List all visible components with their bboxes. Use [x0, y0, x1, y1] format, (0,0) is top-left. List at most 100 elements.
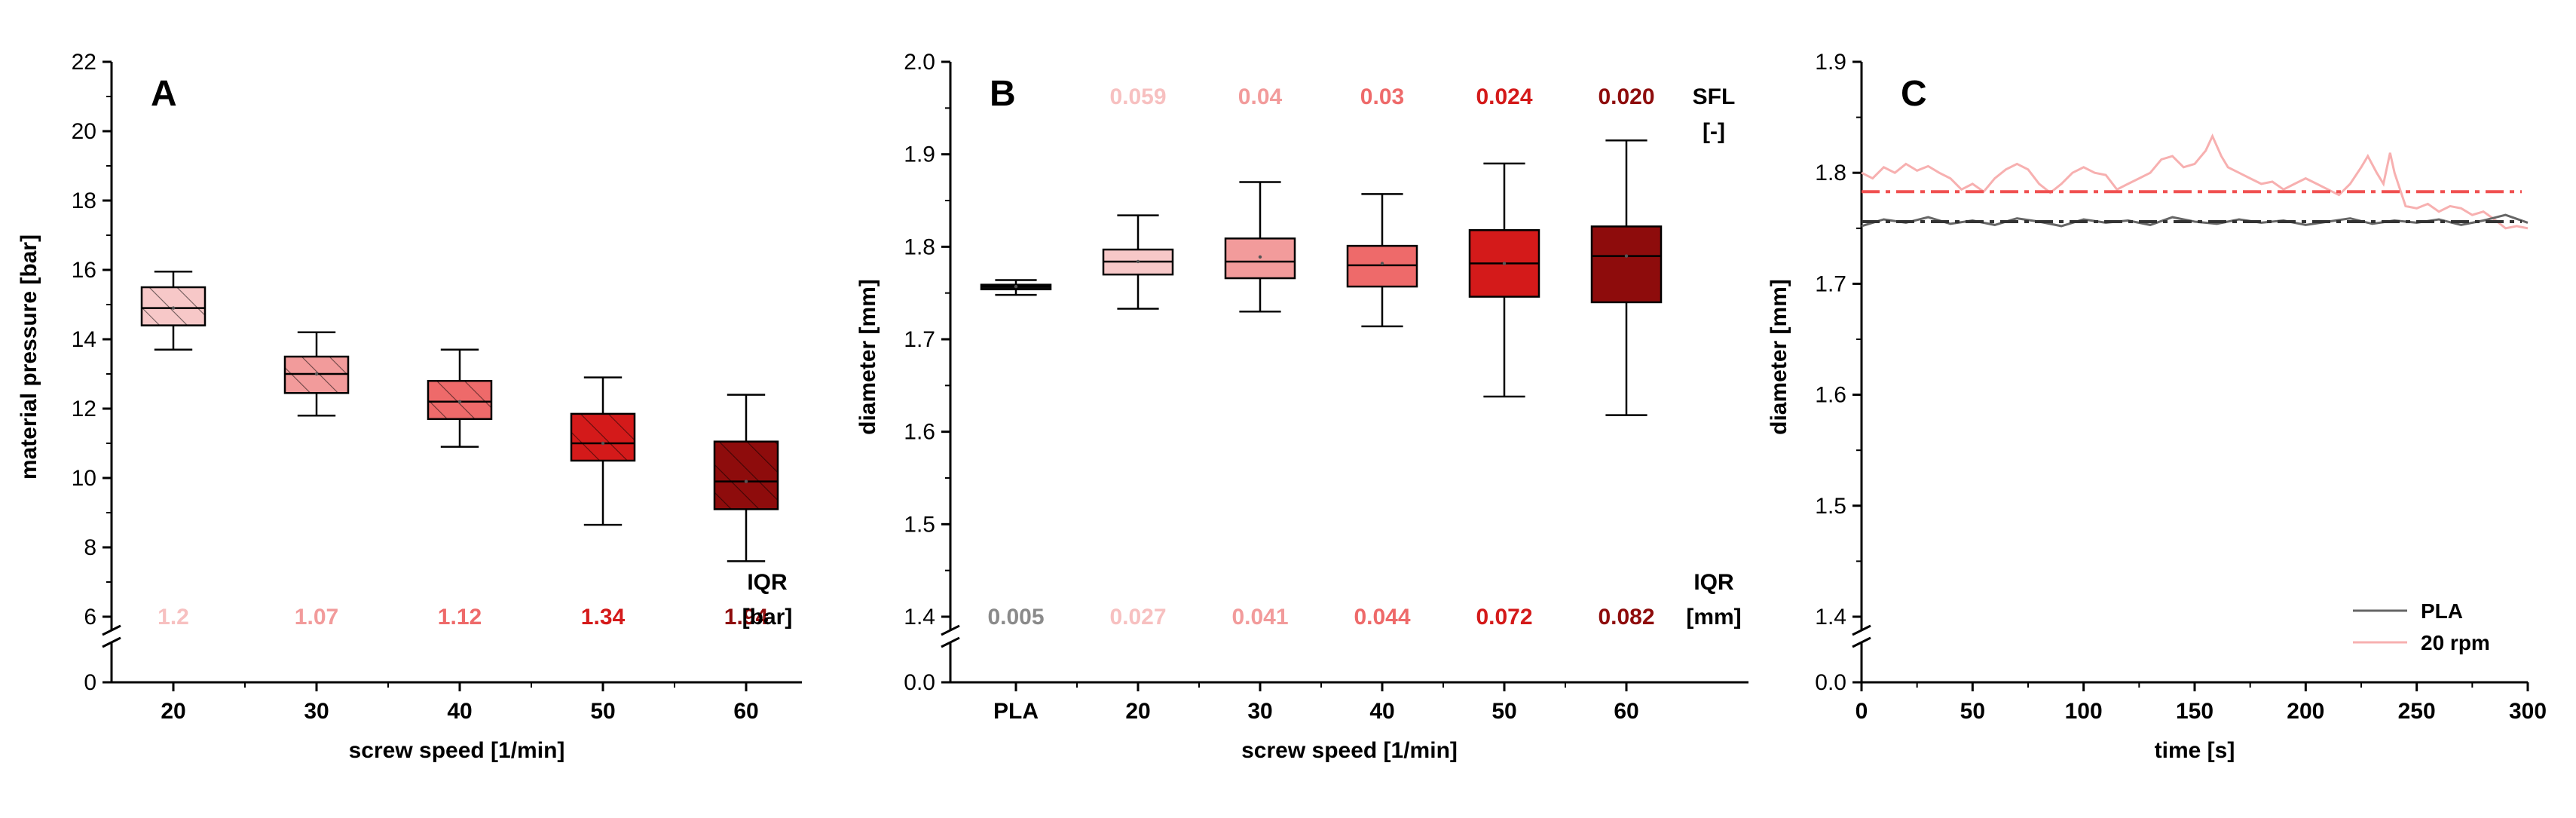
legend: PLA 20 rpm	[2353, 599, 2490, 654]
panel-letter: A	[151, 74, 177, 114]
box-20	[1102, 214, 1174, 310]
box-mean	[744, 479, 748, 483]
box-mean	[601, 441, 605, 446]
x-tick-label: 0	[1856, 699, 1868, 724]
sfl-title: SFL	[1693, 84, 1736, 109]
sfl-value: 0.03	[1360, 84, 1404, 109]
y-tick-label: 1.6	[1815, 383, 1846, 408]
axis-break-mark	[102, 636, 121, 648]
y-tick-label: 2.0	[904, 50, 935, 75]
iqr-value: 1.2	[158, 605, 189, 630]
legend-label: PLA	[2421, 599, 2463, 623]
x-tick-label: 40	[1369, 699, 1394, 724]
x-tick-label: 30	[1247, 699, 1272, 724]
axis-break-mark	[102, 624, 121, 636]
y-tick-label: 1.6	[904, 420, 935, 445]
box-hatch	[714, 441, 778, 510]
panel-B: 1.4 1.5 1.6 1.7 1.8 1.9 2.0 0.0 diameter [mm] scr…	[855, 50, 1748, 763]
y-tick-label: 22	[72, 50, 96, 75]
y-tick-label: 18	[72, 188, 96, 213]
x-tick-label: 30	[304, 699, 329, 724]
box-mean	[314, 372, 319, 376]
x-tick-label: 50	[590, 699, 615, 724]
y-tick-label: 10	[72, 466, 96, 491]
axis-break-mark	[1852, 624, 1871, 636]
box-mean	[1380, 262, 1384, 265]
box-60	[713, 394, 779, 562]
sfl-value: 0.059	[1109, 84, 1166, 109]
y-tick-label: 1.7	[904, 327, 935, 352]
box-mean	[1136, 259, 1140, 264]
x-tick-label: 60	[1614, 699, 1638, 724]
box-60	[1590, 139, 1663, 416]
iqr-value: 0.005	[987, 605, 1044, 630]
x-tick-label: 150	[2176, 699, 2213, 724]
y-tick-label: 1.4	[1815, 605, 1846, 630]
panels: 6 8 10 12 14 16 18 20 22 0 material pressure [bar]…	[17, 50, 2547, 763]
y-axis-label: material pressure [bar]	[17, 234, 41, 479]
y-tick-label: 20	[72, 119, 96, 144]
sfl-value: 0.024	[1476, 84, 1532, 109]
sfl-value: 0.04	[1238, 84, 1283, 109]
iqr-value: 1.07	[295, 605, 338, 630]
y-tick-label: 0	[84, 670, 96, 695]
box-30	[283, 331, 350, 417]
box-50	[1468, 162, 1540, 398]
box-20	[140, 271, 207, 351]
box-hatch	[428, 381, 491, 419]
x-tick-label: 200	[2287, 699, 2324, 724]
y-tick-label: 1.5	[1815, 494, 1846, 519]
y-axis-label: diameter [mm]	[1767, 279, 1791, 435]
box-mean	[1014, 284, 1018, 289]
box-mean	[1624, 254, 1629, 258]
y-tick-label: 8	[84, 535, 96, 560]
sfl-value: 0.020	[1598, 84, 1654, 109]
x-axis-label: screw speed [1/min]	[349, 738, 565, 763]
axis-break-mark	[941, 624, 960, 636]
box-hatch	[571, 413, 635, 461]
y-tick-label: 14	[72, 327, 96, 352]
iqr-value: 0.044	[1354, 605, 1410, 630]
sfl-unit: [-]	[1703, 119, 1725, 144]
box-mean	[1258, 255, 1262, 259]
y-tick-label: 1.8	[1815, 161, 1846, 185]
box-body	[1590, 225, 1663, 304]
y-tick-label: 12	[72, 397, 96, 421]
y-axis-label: diameter [mm]	[855, 279, 880, 435]
y-tick-label: 6	[84, 605, 96, 630]
iqr-title: IQR	[1693, 570, 1734, 595]
iqr-value: 1.94	[724, 605, 769, 630]
box-hatch	[142, 287, 205, 326]
box-mean	[171, 306, 176, 310]
box-PLA	[980, 279, 1052, 296]
x-tick-label: 20	[161, 699, 185, 724]
box-50	[570, 376, 636, 526]
axis-break-mark	[1852, 636, 1871, 648]
iqr-unit: [mm]	[1686, 605, 1741, 630]
panel-letter: B	[990, 74, 1016, 114]
iqr-unit: [bar]	[742, 605, 793, 630]
x-tick-label: 300	[2509, 699, 2547, 724]
iqr-value: 0.027	[1109, 605, 1166, 630]
x-axis-label: time [s]	[2155, 738, 2235, 763]
x-tick-label: 60	[733, 699, 758, 724]
iqr-value: 1.34	[581, 605, 626, 630]
panel-A: 6 8 10 12 14 16 18 20 22 0 material pressure [bar]…	[17, 50, 802, 763]
axis-break-mark	[941, 636, 960, 648]
box-40	[1346, 193, 1418, 328]
x-tick-label: 250	[2398, 699, 2436, 724]
y-tick-label: 1.5	[904, 512, 935, 537]
y-tick-label: 0.0	[904, 670, 935, 695]
x-tick-label: 20	[1125, 699, 1150, 724]
series-line-20-rpm	[1861, 133, 2529, 230]
y-tick-label: 1.9	[904, 142, 935, 167]
x-tick-label: 100	[2065, 699, 2103, 724]
iqr-value: 1.12	[438, 605, 482, 630]
y-tick-label: 16	[72, 258, 96, 283]
iqr-value: 0.041	[1231, 605, 1288, 630]
box-mean	[1502, 262, 1507, 265]
box-40	[427, 348, 493, 448]
panel-C: 1.4 1.5 1.6 1.7 1.8 1.9 0.0 diameter [mm] time […	[1767, 50, 2547, 763]
